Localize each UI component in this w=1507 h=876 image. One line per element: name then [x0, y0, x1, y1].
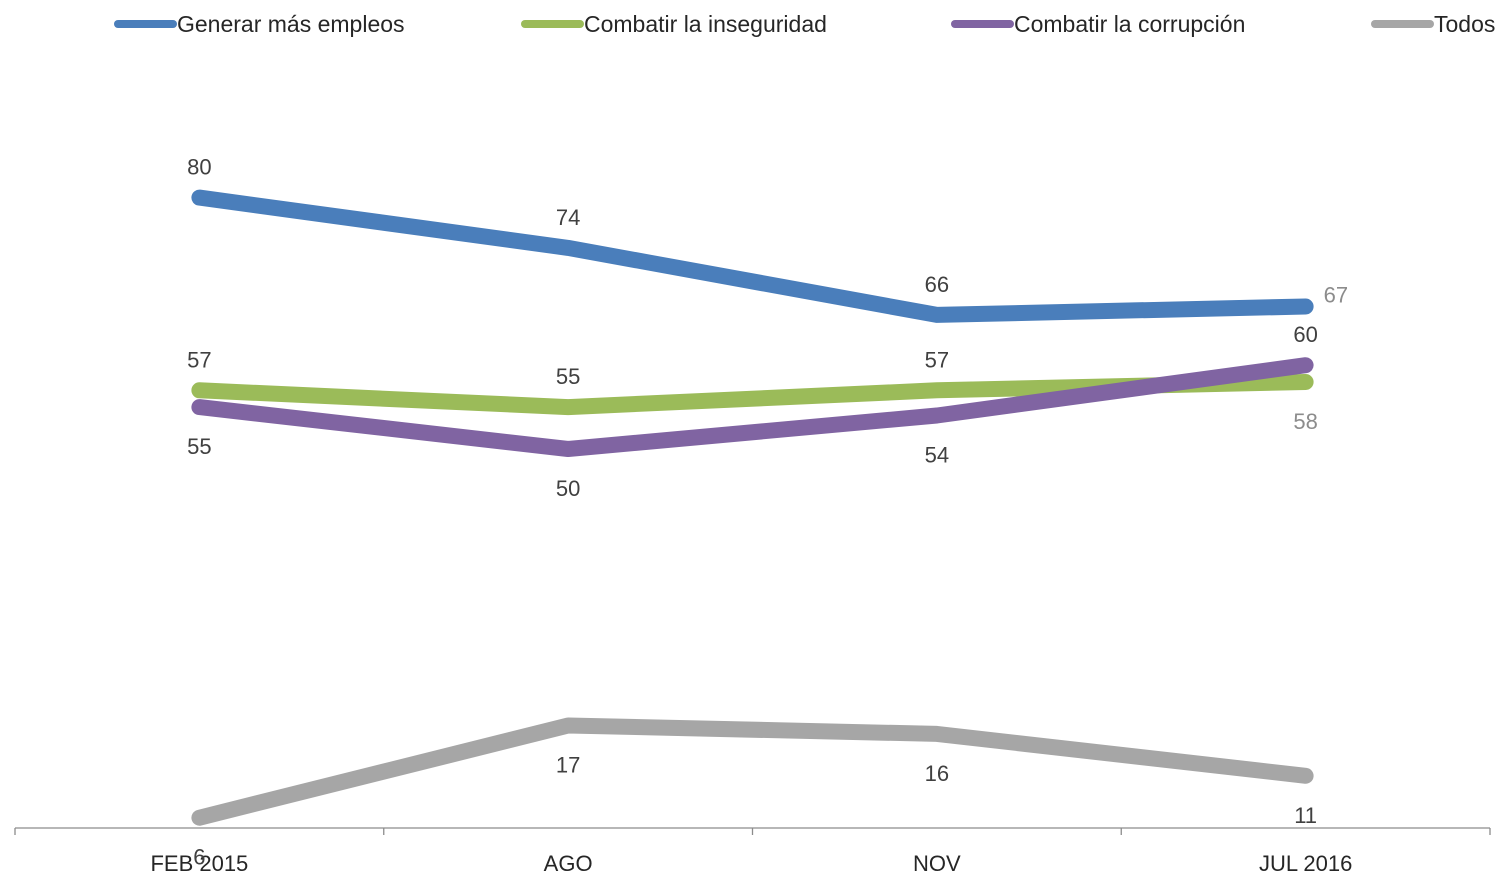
data-label-todos: 16 — [925, 761, 949, 786]
data-label-combatir-la-corrupcion: 55 — [187, 434, 211, 459]
series-line-combatir-la-corrupcion — [191, 357, 1314, 457]
data-label-generar-mas-empleos: 66 — [925, 272, 949, 297]
data-label-combatir-la-inseguridad: 57 — [187, 347, 211, 372]
data-label-combatir-la-corrupcion: 60 — [1293, 322, 1317, 347]
data-label-todos: 6 — [193, 845, 205, 870]
legend-label: Todos — [1434, 11, 1495, 37]
legend-item-todos: Todos — [1371, 11, 1495, 37]
x-tick-label: FEB 2015 — [150, 851, 248, 876]
legend-item-combatir-la-inseguridad: Combatir la inseguridad — [521, 11, 827, 37]
legend-item-generar-mas-empleos: Generar más empleos — [114, 11, 405, 37]
data-label-combatir-la-inseguridad: 58 — [1293, 409, 1317, 434]
legend: Generar más empleos Combatir la insegurid… — [114, 11, 1495, 37]
legend-label: Generar más empleos — [177, 11, 405, 37]
data-label-generar-mas-empleos: 74 — [556, 205, 580, 230]
data-label-todos: 11 — [1294, 803, 1317, 828]
legend-label: Combatir la corrupción — [1014, 11, 1245, 37]
data-label-combatir-la-inseguridad: 57 — [925, 347, 949, 372]
series-line-generar-mas-empleos — [191, 189, 1314, 323]
data-label-combatir-la-corrupcion: 50 — [556, 476, 580, 501]
series-lines — [191, 189, 1314, 826]
data-labels: 80 74 66 67 57 55 57 58 55 50 54 60 6 17 16 11 — [187, 155, 1348, 870]
series-line-todos — [191, 717, 1314, 826]
data-label-generar-mas-empleos: 67 — [1324, 283, 1348, 308]
data-label-generar-mas-empleos: 80 — [187, 155, 211, 180]
x-tick-label: AGO — [544, 851, 593, 876]
x-axis: FEB 2015 AGO NOV JUL 2016 — [14, 827, 1491, 876]
data-label-todos: 17 — [556, 753, 580, 778]
x-tick-label: NOV — [913, 851, 961, 876]
data-label-combatir-la-corrupcion: 54 — [925, 442, 949, 467]
legend-item-combatir-la-corrupcion: Combatir la corrupción — [951, 11, 1245, 37]
data-label-combatir-la-inseguridad: 55 — [556, 364, 580, 389]
legend-label: Combatir la inseguridad — [584, 11, 827, 37]
x-tick-label: JUL 2016 — [1259, 851, 1352, 876]
